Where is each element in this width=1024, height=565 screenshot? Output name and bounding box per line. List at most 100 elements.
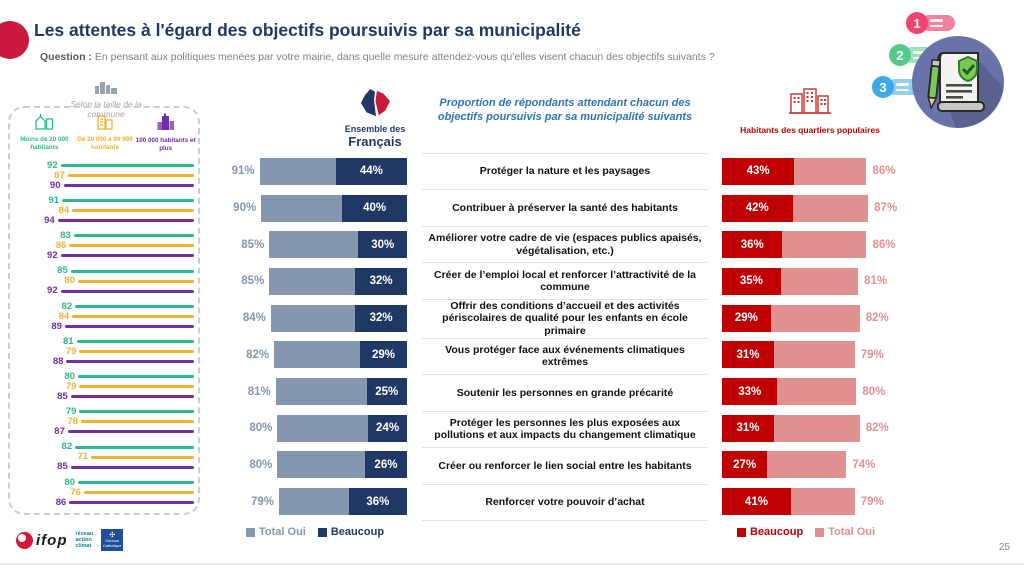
commune-size-row: 83 86 92 <box>18 228 194 263</box>
size-bar <box>75 445 194 449</box>
chart-subtitle: Proportion de répondants attendant chacu… <box>437 97 693 124</box>
popular-total-oui-value: 80% <box>862 385 886 398</box>
national-bar-row: 84% 32% <box>230 300 407 337</box>
size-sub-row: 84 <box>18 205 194 217</box>
popular-total-oui-value: 86% <box>872 238 896 251</box>
national-beaucoup-bar: 36% <box>348 488 407 516</box>
legend-swatch <box>737 527 746 537</box>
popular-bar-chart: 43% 86% 42% 87% 36% 86% 35% 81% 29% 82% 31% 79% 33% 8… <box>722 153 922 520</box>
national-beaucoup-bar: 44% <box>335 157 407 185</box>
national-bar-row: 82% 29% <box>230 337 407 374</box>
cross-icon: ✣ <box>109 531 116 539</box>
national-total-oui-bar: 44% <box>259 157 407 185</box>
size-sub-row: 92 <box>18 159 194 171</box>
accent-circle-decoration <box>0 21 29 59</box>
size-bar <box>75 304 194 308</box>
popular-total-oui-bar: 29% <box>722 304 860 332</box>
size-sub-row: 76 <box>18 488 194 497</box>
popular-bar-row: 29% 82% <box>722 300 922 337</box>
popular-bar-row: 27% 74% <box>722 447 922 484</box>
popular-total-oui-value: 74% <box>852 458 876 471</box>
size-sub-row: 92 <box>18 286 194 295</box>
city-gray-icon <box>95 82 117 94</box>
badge-number: 2 <box>889 44 911 66</box>
national-bar-row: 80% 26% <box>230 447 407 484</box>
group-label: Moins de 20 000 habitants <box>20 136 69 151</box>
size-sub-row: 94 <box>18 216 194 225</box>
size-bar <box>73 234 194 238</box>
france-map-icon <box>360 88 390 117</box>
popular-total-oui-value: 87% <box>874 202 898 215</box>
national-bar-row: 80% 24% <box>230 410 407 447</box>
national-total-oui-bar: 25% <box>275 378 407 406</box>
national-total-oui-value: 84% <box>242 312 266 325</box>
legend-item: Total Oui <box>246 526 306 538</box>
size-sub-row: 82 <box>18 442 194 451</box>
objective-label: Créer de l’emploi local et renforcer l’a… <box>422 262 708 298</box>
national-bar-row: 79% 36% <box>230 483 407 520</box>
decorative-illustration: 1 2 3 <box>862 4 1020 132</box>
national-bar-row: 90% 40% <box>230 190 407 227</box>
national-header-line2: Français <box>348 134 402 149</box>
size-value: 84 <box>58 205 70 217</box>
ifop-logo-icon <box>16 531 33 549</box>
popular-total-oui-bar: 43% <box>722 157 867 185</box>
size-sub-row: 79 <box>18 347 194 356</box>
national-total-oui-value: 82% <box>246 348 270 361</box>
group-mid-commune: De 20 000 à 99 999 habitants <box>75 113 136 152</box>
size-value: 87 <box>54 169 65 181</box>
size-sub-row: 80 <box>18 276 194 285</box>
size-sub-row: 85 <box>18 392 194 401</box>
popular-total-oui-bar: 31% <box>722 414 860 442</box>
objective-label: Soutenir les personnes en grande précari… <box>422 374 708 410</box>
popular-bar-row: 36% 86% <box>722 226 922 263</box>
popular-beaucoup-bar: 42% <box>722 194 793 222</box>
size-sub-row: 71 <box>18 451 194 463</box>
size-sub-row: 85 <box>18 265 194 277</box>
national-bar-row: 85% 32% <box>230 263 407 300</box>
popular-total-oui-value: 81% <box>864 275 888 288</box>
size-value: 80 <box>64 371 75 383</box>
legend-item: Beaucoup <box>737 526 803 538</box>
commune-size-chart: 92 87 90 91 84 94 83 86 92 85 80 92 82 84 89 81 79 88 80 79… <box>18 158 194 510</box>
size-value: 92 <box>47 250 58 262</box>
objective-labels: Protéger la nature et les paysages Contri… <box>422 153 708 521</box>
objective-label: Renforcer votre pouvoir d’achat <box>422 483 708 520</box>
question-text: Question : En pensant aux politiques men… <box>40 51 715 63</box>
size-bar <box>91 455 194 459</box>
popular-header: Habitants des quartiers populaires <box>734 86 886 136</box>
size-value: 87 <box>54 426 65 438</box>
popular-beaucoup-bar: 27% <box>722 451 768 479</box>
size-bar <box>67 174 194 178</box>
commune-size-row: 80 79 85 <box>18 369 194 404</box>
national-total-oui-bar: 30% <box>269 231 407 259</box>
group-small-commune: Moins de 20 000 habitants <box>14 113 75 152</box>
size-sub-row: 90 <box>18 181 194 190</box>
size-value: 86 <box>55 496 67 508</box>
size-sub-row: 84 <box>18 312 194 321</box>
national-total-oui-bar: 26% <box>277 451 407 479</box>
popular-total-oui-value: 82% <box>865 312 889 325</box>
size-bar <box>60 254 194 258</box>
national-bar-row: 85% 30% <box>230 226 407 263</box>
popular-bar-row: 31% 79% <box>722 337 922 374</box>
objective-label: Protéger la nature et les paysages <box>422 153 708 189</box>
national-total-oui-bar: 32% <box>270 304 407 332</box>
size-sub-row: 92 <box>18 250 194 262</box>
size-value: 85 <box>57 265 68 277</box>
size-value: 92 <box>47 159 58 171</box>
page-title: Les attentes à l'égard des objectifs pou… <box>34 20 581 40</box>
national-bar-row: 81% 25% <box>230 373 407 410</box>
badge-lines-icon <box>921 15 955 31</box>
popular-beaucoup-bar: 31% <box>722 341 775 369</box>
size-bar <box>67 430 194 434</box>
national-total-oui-value: 79% <box>251 495 275 508</box>
footer-logos: ifop réseau action climat ✣ Secours Cath… <box>16 529 124 551</box>
size-value: 71 <box>77 451 89 463</box>
size-sub-row: 88 <box>18 357 194 366</box>
document-check-icon <box>912 36 1004 128</box>
popular-beaucoup-bar: 43% <box>722 157 795 185</box>
village-icon <box>35 114 54 130</box>
size-bar <box>72 209 194 213</box>
popular-legend: Beaucoup Total Oui <box>737 526 875 538</box>
